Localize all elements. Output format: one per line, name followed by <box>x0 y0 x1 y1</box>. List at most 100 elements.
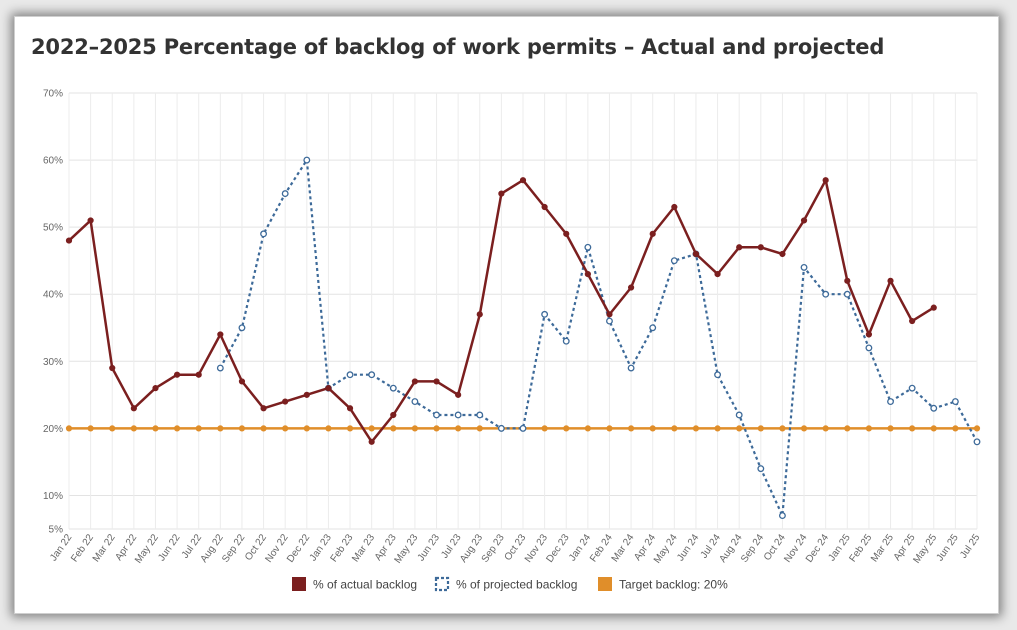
data-point <box>865 344 873 352</box>
grid-lines <box>68 92 978 530</box>
data-point <box>281 190 289 198</box>
legend-label: Target backlog: 20% <box>619 578 728 592</box>
data-point <box>627 425 635 432</box>
legend: % of actual backlog % of projected backlo… <box>292 576 728 592</box>
data-point <box>260 405 267 412</box>
y-tick-label: 40% <box>43 290 63 301</box>
data-point <box>844 425 851 432</box>
data-point <box>65 237 73 244</box>
data-point <box>563 425 570 432</box>
x-tick-label: Jun 24 <box>675 532 701 563</box>
data-point <box>541 203 548 211</box>
data-point <box>800 425 808 432</box>
data-point <box>692 250 700 258</box>
data-point <box>411 378 419 385</box>
chart-title: 2022–2025 Percentage of backlog of work … <box>31 35 885 59</box>
data-point <box>260 425 267 432</box>
data-point <box>433 411 440 419</box>
legend-swatch <box>434 576 450 592</box>
data-point <box>973 425 981 432</box>
data-point <box>217 331 224 338</box>
data-point <box>411 398 419 406</box>
x-tick-label: May 23 <box>393 532 421 566</box>
data-point <box>541 425 548 432</box>
data-point <box>649 230 656 237</box>
data-point <box>822 177 829 184</box>
legend-swatch <box>598 577 612 591</box>
data-point <box>498 190 505 197</box>
data-point <box>325 385 332 392</box>
data-point <box>606 311 613 318</box>
data-point <box>238 324 246 332</box>
data-point <box>627 284 635 291</box>
x-tick-label: Dec 22 <box>285 532 312 565</box>
data-point <box>346 425 354 432</box>
data-point <box>736 244 743 251</box>
data-point <box>800 263 808 271</box>
data-point <box>389 384 397 392</box>
data-point <box>908 384 916 392</box>
data-point <box>779 250 786 258</box>
data-point <box>951 398 959 406</box>
data-point <box>714 271 721 278</box>
data-point <box>735 411 743 419</box>
data-point <box>282 425 289 432</box>
x-tick-label: Jun 25 <box>935 532 961 563</box>
x-tick-label: Mar 24 <box>610 532 637 564</box>
data-point <box>346 405 354 412</box>
data-point <box>368 425 375 432</box>
data-point <box>584 243 592 251</box>
y-tick-label: 5% <box>49 525 64 536</box>
data-point <box>757 425 764 432</box>
data-point <box>671 203 678 211</box>
x-tick-label: May 25 <box>911 532 939 566</box>
data-point <box>65 425 73 432</box>
data-point <box>692 425 700 432</box>
data-point <box>476 311 483 318</box>
x-tick-label: May 22 <box>133 532 161 566</box>
data-point <box>238 425 246 432</box>
data-point <box>519 424 527 432</box>
data-point <box>714 371 722 379</box>
data-point <box>109 364 116 372</box>
data-point <box>757 465 765 473</box>
data-point <box>87 425 94 432</box>
data-point <box>260 230 268 238</box>
data-point <box>152 385 159 392</box>
y-tick-label: 20% <box>43 424 63 435</box>
data-point <box>606 425 613 432</box>
data-point <box>152 425 159 432</box>
data-point <box>909 425 916 432</box>
data-point <box>627 364 635 372</box>
x-tick-label: Sep 24 <box>739 532 766 565</box>
data-point <box>541 310 549 318</box>
data-point <box>649 425 656 432</box>
data-point <box>822 425 829 432</box>
data-point <box>390 425 397 432</box>
data-point <box>606 317 613 325</box>
data-point <box>930 304 937 311</box>
data-point <box>476 425 483 432</box>
data-point <box>476 411 484 419</box>
data-point <box>433 425 440 432</box>
data-point <box>390 411 397 419</box>
data-point <box>303 156 311 164</box>
data-point <box>454 411 462 419</box>
x-tick-label: Mar 22 <box>91 532 118 564</box>
data-point <box>584 271 591 278</box>
data-point <box>778 512 786 520</box>
y-tick-label: 70% <box>43 89 63 100</box>
data-point <box>455 425 462 432</box>
data-point <box>952 425 959 432</box>
data-point <box>865 331 873 338</box>
data-point <box>844 277 851 284</box>
y-tick-label: 50% <box>43 223 63 234</box>
data-point <box>217 425 224 432</box>
data-point <box>714 425 721 432</box>
y-tick-label: 10% <box>43 491 63 502</box>
x-tick-label: Dec 24 <box>804 532 831 565</box>
data-point <box>736 425 743 432</box>
series-group <box>65 156 981 520</box>
